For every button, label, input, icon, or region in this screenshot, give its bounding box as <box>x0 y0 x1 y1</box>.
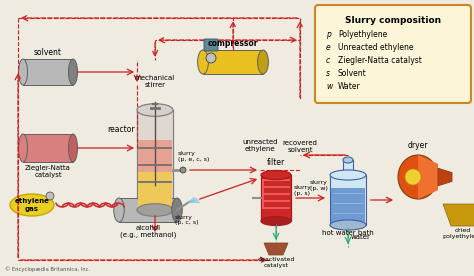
FancyBboxPatch shape <box>315 5 471 103</box>
Bar <box>203 50 263 74</box>
Text: water: water <box>351 234 371 240</box>
Text: recovered
solvent: recovered solvent <box>283 140 318 153</box>
Ellipse shape <box>18 134 27 162</box>
Ellipse shape <box>261 171 291 179</box>
Bar <box>23 59 73 85</box>
Text: hot water bath: hot water bath <box>322 230 374 236</box>
Bar <box>138 172 172 207</box>
Bar <box>261 175 291 221</box>
Circle shape <box>405 169 421 185</box>
Text: slurry
(p, e, c, s): slurry (p, e, c, s) <box>178 151 210 162</box>
Text: Ziegler-Natta catalyst: Ziegler-Natta catalyst <box>338 56 422 65</box>
Bar <box>330 175 366 225</box>
Text: w: w <box>326 82 332 91</box>
Text: dryer: dryer <box>408 141 428 150</box>
Bar <box>137 110 173 210</box>
Ellipse shape <box>261 216 291 225</box>
Ellipse shape <box>137 204 173 216</box>
Text: © Encyclopædia Britannica, Inc.: © Encyclopædia Britannica, Inc. <box>5 266 90 272</box>
Text: Unreacted ethylene: Unreacted ethylene <box>338 43 413 52</box>
Ellipse shape <box>343 157 353 163</box>
FancyBboxPatch shape <box>204 39 218 51</box>
Text: slurry
(p, w): slurry (p, w) <box>310 180 328 191</box>
Text: Solvent: Solvent <box>338 69 367 78</box>
Bar <box>343 160 353 175</box>
Text: Ziegler-Natta
catalyst: Ziegler-Natta catalyst <box>25 165 71 178</box>
Ellipse shape <box>10 194 54 216</box>
Text: slurry
(p, s): slurry (p, s) <box>294 185 312 196</box>
Ellipse shape <box>198 50 209 74</box>
Text: mechanical
stirrer: mechanical stirrer <box>135 75 175 88</box>
Text: Water: Water <box>338 82 361 91</box>
Ellipse shape <box>398 155 438 199</box>
Text: solvent: solvent <box>34 48 62 57</box>
Text: Polyethylene: Polyethylene <box>338 30 387 39</box>
Text: s: s <box>326 69 330 78</box>
Text: ethylene
gas: ethylene gas <box>15 198 49 211</box>
Polygon shape <box>438 168 452 186</box>
Text: Slurry composition: Slurry composition <box>345 16 441 25</box>
Bar <box>331 187 365 224</box>
Bar <box>138 140 172 172</box>
Text: slurry
(p, c, s): slurry (p, c, s) <box>175 215 199 225</box>
Ellipse shape <box>330 220 366 230</box>
Bar <box>119 198 177 222</box>
Text: alcohol
(e.g., methanol): alcohol (e.g., methanol) <box>120 225 176 238</box>
Circle shape <box>46 192 54 200</box>
Ellipse shape <box>330 170 366 180</box>
Text: unreacted
ethylene: unreacted ethylene <box>242 139 278 152</box>
Polygon shape <box>264 243 288 255</box>
Ellipse shape <box>137 104 173 116</box>
Ellipse shape <box>172 198 182 222</box>
Text: reactor: reactor <box>108 126 135 134</box>
Text: c: c <box>326 56 330 65</box>
Ellipse shape <box>18 59 27 85</box>
Text: dried
polyethylene: dried polyethylene <box>443 228 474 239</box>
Polygon shape <box>418 155 438 199</box>
Circle shape <box>206 53 216 63</box>
Text: compressor: compressor <box>208 39 258 48</box>
Ellipse shape <box>257 50 268 74</box>
Ellipse shape <box>69 59 78 85</box>
Text: e: e <box>326 43 331 52</box>
Text: p: p <box>326 30 331 39</box>
Bar <box>23 134 73 162</box>
Text: deactivated
catalyst: deactivated catalyst <box>257 257 295 268</box>
Circle shape <box>180 167 186 173</box>
Ellipse shape <box>69 134 78 162</box>
Polygon shape <box>443 204 474 226</box>
Text: filter: filter <box>267 158 285 167</box>
Ellipse shape <box>114 198 124 222</box>
